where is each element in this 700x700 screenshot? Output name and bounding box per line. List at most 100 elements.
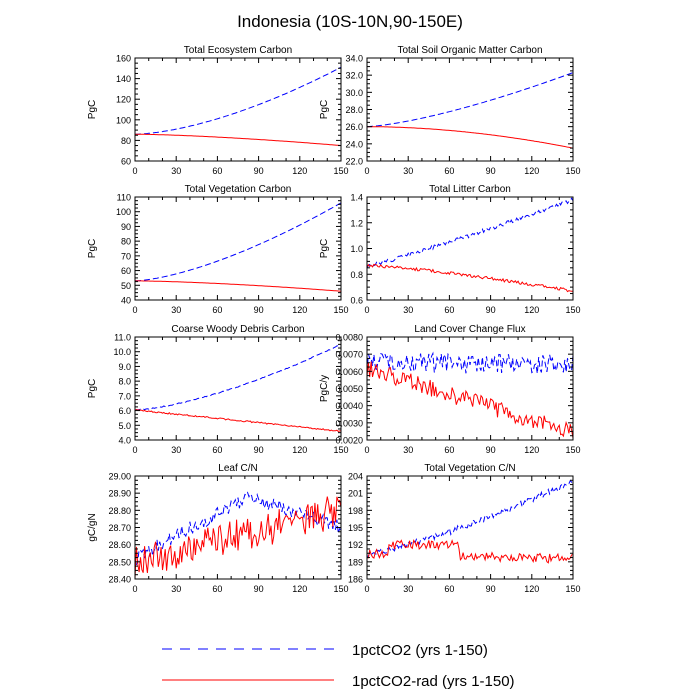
y-axis-label: PgC: [87, 239, 98, 258]
series-1pctco2-rad: [367, 126, 573, 149]
x-tick-label: 60: [444, 305, 454, 315]
series-1pctco2: [367, 351, 573, 374]
plot-frame: [366, 475, 574, 580]
panel-leaf-c-n: Leaf C/N gC/gN 0 30 60 90 120 150 28.40 28.50 28.6…: [87, 463, 349, 594]
x-tick-label: 120: [292, 584, 307, 594]
x-tick-label: 60: [212, 445, 222, 455]
x-tick-label: 150: [333, 584, 348, 594]
x-tick-label: 0: [364, 445, 369, 455]
x-tick-label: 90: [486, 166, 496, 176]
x-tick-label: 30: [171, 166, 181, 176]
x-tick-label: 0: [132, 445, 137, 455]
y-tick-label: 0.8: [350, 270, 363, 280]
y-tick-label: 60: [121, 266, 131, 276]
x-tick-label: 30: [403, 305, 413, 315]
series-1pctco2: [135, 343, 341, 411]
x-tick-label: 150: [333, 445, 348, 455]
x-tick-label: 120: [524, 584, 539, 594]
x-tick-label: 60: [444, 445, 454, 455]
y-tick-label: 80: [121, 237, 131, 247]
x-tick-label: 150: [565, 584, 580, 594]
y-axis-label: PgC/y: [319, 375, 330, 402]
x-tick-label: 30: [171, 445, 181, 455]
panel-title: Land Cover Change Flux: [414, 324, 525, 335]
plot-frame: [366, 57, 574, 162]
panel-total-vegetation-carbon: Total Vegetation Carbon PgC 0 30 60 90 120 150 4…: [87, 184, 349, 315]
y-tick-label: 34.0: [345, 54, 363, 64]
x-tick-label: 60: [212, 166, 222, 176]
y-tick-label: 80: [121, 136, 131, 146]
x-tick-label: 120: [292, 166, 307, 176]
x-tick-label: 30: [403, 445, 413, 455]
y-tick-label: 140: [116, 74, 131, 84]
legend-label-1pctco2-rad: 1pctCO2-rad (yrs 1-150): [352, 673, 515, 690]
panel-title: Coarse Woody Debris Carbon: [171, 324, 304, 335]
y-tick-label: 198: [348, 506, 363, 516]
series-1pctco2-rad: [367, 361, 573, 439]
y-tick-label: 0.0040: [335, 401, 363, 411]
y-tick-label: 60: [121, 157, 131, 167]
y-tick-label: 28.90: [108, 489, 131, 499]
series-1pctco2-rad: [135, 133, 341, 147]
panel-title: Total Litter Carbon: [429, 184, 511, 195]
y-axis-label: PgC: [319, 239, 330, 258]
x-tick-label: 90: [486, 445, 496, 455]
y-tick-label: 0.0020: [335, 436, 363, 446]
y-tick-label: 204: [348, 472, 363, 482]
y-tick-label: 30.0: [345, 88, 363, 98]
x-tick-label: 150: [333, 305, 348, 315]
y-tick-label: 8.0: [118, 377, 131, 387]
y-tick-label: 1.2: [350, 218, 363, 228]
x-tick-label: 90: [486, 584, 496, 594]
series-1pctco2-rad: [367, 263, 573, 293]
panel-total-ecosystem-carbon: Total Ecosystem Carbon PgC 0 30 60 90 120 150 60…: [87, 45, 349, 176]
x-tick-label: 150: [565, 166, 580, 176]
y-tick-label: 32.0: [345, 71, 363, 81]
y-tick-label: 28.50: [108, 557, 131, 567]
y-tick-label: 9.0: [118, 362, 131, 372]
series-1pctco2-rad: [135, 496, 341, 579]
x-tick-label: 0: [364, 584, 369, 594]
plot-frame: [134, 336, 342, 441]
y-tick-label: 22.0: [345, 157, 363, 167]
y-tick-label: 100: [116, 115, 131, 125]
y-tick-label: 70: [121, 251, 131, 261]
series-1pctco2-rad: [135, 280, 341, 292]
y-tick-label: 201: [348, 489, 363, 499]
y-tick-label: 120: [116, 95, 131, 105]
figure-title: Indonesia (10S-10N,90-150E): [237, 12, 463, 31]
y-tick-label: 0.6: [350, 296, 363, 306]
y-tick-label: 28.60: [108, 540, 131, 550]
x-tick-label: 30: [403, 584, 413, 594]
y-tick-label: 189: [348, 557, 363, 567]
series-1pctco2-rad: [367, 539, 573, 564]
panel-land-cover-change-flux: Land Cover Change Flux PgC/y 0 30 60 90 120 150…: [319, 324, 581, 455]
y-tick-label: 1.4: [350, 193, 363, 203]
x-tick-label: 0: [364, 305, 369, 315]
series-1pctco2: [367, 197, 573, 269]
y-tick-label: 28.40: [108, 575, 131, 585]
y-tick-label: 0.0080: [335, 333, 363, 343]
y-tick-label: 6.0: [118, 406, 131, 416]
x-tick-label: 120: [292, 305, 307, 315]
y-tick-label: 0.0070: [335, 350, 363, 360]
x-tick-label: 90: [254, 445, 264, 455]
y-tick-label: 28.70: [108, 523, 131, 533]
y-tick-label: 29.00: [108, 472, 131, 482]
plot-frame: [134, 57, 342, 162]
panel-title: Total Vegetation Carbon: [185, 184, 292, 195]
series-1pctco2: [135, 66, 341, 135]
y-tick-label: 0.0050: [335, 384, 363, 394]
y-tick-label: 192: [348, 540, 363, 550]
x-tick-label: 60: [212, 584, 222, 594]
y-tick-label: 110: [117, 193, 131, 203]
y-tick-label: 50: [121, 281, 131, 291]
panel-title: Total Ecosystem Carbon: [184, 45, 292, 56]
x-tick-label: 120: [524, 445, 539, 455]
y-tick-label: 186: [348, 575, 363, 585]
y-tick-label: 0.0030: [335, 418, 363, 428]
y-tick-label: 1.0: [350, 244, 363, 254]
y-tick-label: 5.0: [118, 421, 131, 431]
